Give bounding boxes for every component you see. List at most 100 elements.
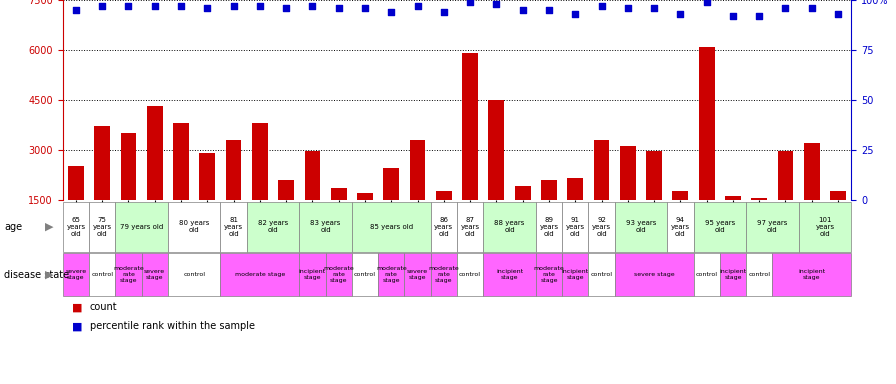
Bar: [594, 140, 609, 250]
Bar: [436, 191, 452, 250]
Point: [515, 7, 530, 13]
Point: [779, 5, 793, 11]
Text: severe
stage: severe stage: [144, 269, 165, 280]
Text: ■: ■: [72, 321, 82, 331]
Text: control: control: [183, 272, 205, 277]
Bar: [226, 140, 241, 250]
Text: control: control: [354, 272, 376, 277]
Point: [384, 9, 399, 15]
Text: moderate
rate
stage: moderate rate stage: [323, 266, 354, 283]
Text: severe stage: severe stage: [633, 272, 675, 277]
Bar: [94, 126, 110, 250]
Bar: [541, 180, 556, 250]
Text: 88 years
old: 88 years old: [495, 220, 525, 233]
Bar: [673, 191, 688, 250]
Text: control: control: [748, 272, 771, 277]
Text: moderate stage: moderate stage: [235, 272, 285, 277]
Point: [673, 11, 687, 17]
Text: count: count: [90, 302, 117, 312]
Point: [227, 3, 241, 9]
Bar: [331, 188, 347, 250]
Bar: [147, 106, 162, 250]
Text: 86
years
old: 86 years old: [435, 217, 453, 237]
Text: 80 years
old: 80 years old: [179, 220, 210, 233]
Text: moderate
rate
stage: moderate rate stage: [113, 266, 143, 283]
Point: [700, 0, 714, 5]
Point: [410, 3, 425, 9]
Bar: [358, 193, 373, 250]
Text: 83 years
old: 83 years old: [310, 220, 340, 233]
Point: [306, 3, 320, 9]
Point: [726, 13, 740, 19]
Bar: [699, 46, 714, 250]
Text: incipient
stage: incipient stage: [719, 269, 746, 280]
Text: ▶: ▶: [45, 222, 54, 232]
Bar: [462, 53, 478, 250]
Bar: [567, 178, 583, 250]
Point: [174, 3, 188, 9]
Text: percentile rank within the sample: percentile rank within the sample: [90, 321, 254, 331]
Bar: [831, 191, 846, 250]
Text: 93 years
old: 93 years old: [625, 220, 656, 233]
Point: [148, 3, 162, 9]
Point: [69, 7, 83, 13]
Text: 75
years
old: 75 years old: [92, 217, 112, 237]
Bar: [620, 146, 635, 250]
Text: 97 years
old: 97 years old: [757, 220, 788, 233]
Bar: [305, 151, 320, 250]
Point: [489, 1, 504, 7]
Text: severe
stage: severe stage: [65, 269, 86, 280]
Bar: [383, 168, 399, 250]
Text: incipient
stage: incipient stage: [562, 269, 589, 280]
Point: [436, 9, 451, 15]
Text: 79 years old: 79 years old: [120, 223, 163, 230]
Bar: [488, 100, 504, 250]
Text: control: control: [91, 272, 113, 277]
Bar: [778, 151, 793, 250]
Bar: [725, 196, 741, 250]
Text: 81
years
old: 81 years old: [224, 217, 243, 237]
Text: ▶: ▶: [45, 270, 54, 280]
Bar: [68, 166, 83, 250]
Bar: [200, 153, 215, 250]
Point: [831, 11, 845, 17]
Bar: [173, 123, 189, 250]
Bar: [515, 186, 530, 250]
Text: 89
years
old: 89 years old: [539, 217, 558, 237]
Point: [95, 3, 109, 9]
Point: [200, 5, 214, 11]
Point: [647, 5, 661, 11]
Text: age: age: [4, 222, 22, 232]
Text: control: control: [459, 272, 481, 277]
Bar: [752, 198, 767, 250]
Point: [752, 13, 766, 19]
Text: control: control: [590, 272, 613, 277]
Text: ■: ■: [72, 302, 82, 312]
Point: [463, 0, 478, 5]
Text: 87
years
old: 87 years old: [461, 217, 479, 237]
Text: 94
years
old: 94 years old: [671, 217, 690, 237]
Text: moderate
rate
stage: moderate rate stage: [534, 266, 564, 283]
Text: 95 years
old: 95 years old: [704, 220, 735, 233]
Text: 65
years
old: 65 years old: [66, 217, 85, 237]
Text: severe
stage: severe stage: [407, 269, 428, 280]
Text: 82 years
old: 82 years old: [258, 220, 289, 233]
Point: [542, 7, 556, 13]
Point: [594, 3, 608, 9]
Point: [253, 3, 267, 9]
Point: [358, 5, 372, 11]
Text: incipient
stage: incipient stage: [496, 269, 523, 280]
Text: 85 years old: 85 years old: [370, 223, 413, 230]
Point: [279, 5, 293, 11]
Bar: [121, 133, 136, 250]
Text: incipient
stage: incipient stage: [299, 269, 326, 280]
Text: moderate
rate
stage: moderate rate stage: [376, 266, 407, 283]
Point: [121, 3, 135, 9]
Text: control: control: [695, 272, 718, 277]
Bar: [804, 143, 820, 250]
Point: [621, 5, 635, 11]
Bar: [409, 140, 426, 250]
Bar: [646, 151, 662, 250]
Point: [805, 5, 819, 11]
Text: disease state: disease state: [4, 270, 70, 280]
